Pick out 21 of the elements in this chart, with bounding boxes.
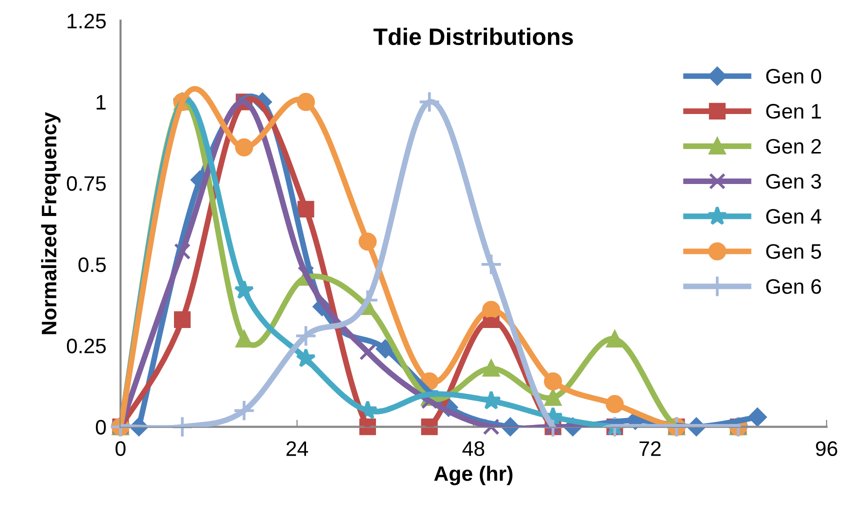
x-axis-title: Age (hr) <box>434 466 512 486</box>
legend-label: Gen 3 <box>766 174 822 189</box>
y-tick-label: 0.25 <box>66 338 106 354</box>
legend-label: Gen 5 <box>766 244 822 259</box>
x-tick-label: 0 <box>116 441 126 456</box>
x-tick-label: 48 <box>462 441 484 456</box>
legend-label: Gen 2 <box>766 138 821 154</box>
x-tick-label: 72 <box>640 441 661 456</box>
legend-label: Gen 6 <box>766 279 822 294</box>
legend-label: Gen 0 <box>766 68 822 84</box>
x-tick-label: 24 <box>286 441 308 456</box>
legend-label: Gen 1 <box>766 104 821 119</box>
y-axis-title: Normalized Frequency <box>41 112 61 334</box>
y-tick-label: 0.5 <box>78 257 106 272</box>
legend-label: Gen 4 <box>766 209 822 224</box>
x-tick-label: 96 <box>816 441 838 456</box>
y-tick-label: 0.75 <box>66 176 106 191</box>
y-tick-label: 1 <box>96 95 106 110</box>
chart-title: Tdie Distributions <box>373 28 573 46</box>
y-tick-label: 0 <box>96 420 106 435</box>
y-tick-label: 1.25 <box>68 14 106 28</box>
